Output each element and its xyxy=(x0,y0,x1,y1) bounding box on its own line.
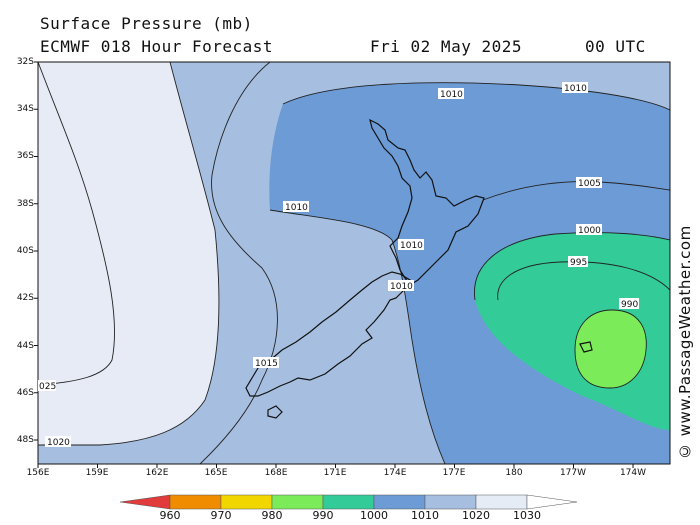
isobar-990 xyxy=(574,309,647,389)
lon-label: 159E xyxy=(85,468,109,478)
new-zealand-coastline xyxy=(245,118,593,419)
isobar-label-1010-cook-strait-north: 1010 xyxy=(400,241,423,251)
isobar-label-1020: 1020 xyxy=(47,438,70,448)
isobar-1020-west xyxy=(38,62,220,446)
lon-label: 156E xyxy=(26,468,50,478)
isobar-lines xyxy=(38,62,670,464)
lat-label: 40S xyxy=(16,246,34,256)
lon-label: 168E xyxy=(264,468,288,478)
lat-label: 38S xyxy=(16,199,34,209)
isobar-label-990: 990 xyxy=(621,300,638,310)
isobar-label-1015: 1015 xyxy=(255,359,278,369)
forecast-date: Fri 02 May 2025 xyxy=(370,37,522,56)
forecast-time: 00 UTC xyxy=(585,37,646,56)
legend-swatch xyxy=(322,494,375,510)
isobar-995 xyxy=(497,261,670,301)
lat-label: 32S xyxy=(16,57,34,67)
legend-arrow-high xyxy=(526,494,578,510)
lon-label: 174W xyxy=(619,468,647,478)
isobar-label-1010-north: 1010 xyxy=(440,90,463,100)
isobar-label-995: 995 xyxy=(570,258,587,268)
lon-label: 177E xyxy=(442,468,466,478)
legend-swatch xyxy=(220,494,273,510)
legend-value: 990 xyxy=(312,509,334,522)
isobar-1015 xyxy=(199,62,278,464)
legend-arrow-low xyxy=(119,494,171,510)
legend-swatch xyxy=(271,494,324,510)
pressure-band-980-990 xyxy=(575,310,647,388)
legend-swatch xyxy=(475,494,528,510)
legend-value: 1020 xyxy=(462,509,490,522)
lat-label: 36S xyxy=(16,151,34,161)
isobar-label-1010-cook-strait-south: 1010 xyxy=(390,282,413,292)
north-island xyxy=(369,118,485,286)
lat-label: 34S xyxy=(16,104,34,114)
chatham-islands xyxy=(579,341,593,353)
map-frame xyxy=(37,61,671,465)
pressure-band-1020 xyxy=(38,62,219,445)
lon-label: 174E xyxy=(383,468,407,478)
legend-value: 1000 xyxy=(360,509,388,522)
isobar-labels: 1010 1010 1010 1005 1000 995 990 1010 10… xyxy=(38,82,639,448)
south-island xyxy=(245,271,411,397)
forecast-model-label: ECMWF 018 Hour Forecast xyxy=(40,37,274,56)
lon-label: 162E xyxy=(145,468,169,478)
legend-value: 1030 xyxy=(513,509,541,522)
source-credit: © www.PassageWeather.com xyxy=(676,225,694,460)
isobar-1010 xyxy=(282,82,670,111)
isobar-label-1000: 1000 xyxy=(578,226,601,236)
lat-label: 46S xyxy=(16,388,34,398)
lat-label: 44S xyxy=(16,341,34,351)
lat-label: 48S xyxy=(16,435,34,445)
lon-label: 180 xyxy=(505,468,523,478)
lon-label: 177W xyxy=(559,468,587,478)
isobar-label-1010-east: 1010 xyxy=(564,84,587,94)
longitude-ticks xyxy=(37,464,634,468)
legend-swatch xyxy=(373,494,426,510)
isobar-1000 xyxy=(474,232,670,301)
legend-value: 1010 xyxy=(411,509,439,522)
legend-swatch xyxy=(169,494,222,510)
isobar-1025 xyxy=(38,62,115,386)
chart-title: Surface Pressure (mb) xyxy=(40,14,253,33)
legend-swatch xyxy=(424,494,477,510)
legend-value: 980 xyxy=(261,509,283,522)
legend-value: 970 xyxy=(210,509,232,522)
isobar-label-1025: 025 xyxy=(39,382,56,392)
lat-label: 42S xyxy=(16,293,34,303)
isobar-label-1005: 1005 xyxy=(578,179,601,189)
pressure-fill-layer xyxy=(38,62,670,464)
legend-value: 960 xyxy=(159,509,181,522)
latitude-ticks xyxy=(34,61,38,441)
stewart-island xyxy=(267,405,283,419)
lon-label: 165E xyxy=(204,468,228,478)
legend-color-bar xyxy=(119,494,578,510)
lon-label: 171E xyxy=(323,468,347,478)
isobar-label-1010-west: 1010 xyxy=(285,203,308,213)
